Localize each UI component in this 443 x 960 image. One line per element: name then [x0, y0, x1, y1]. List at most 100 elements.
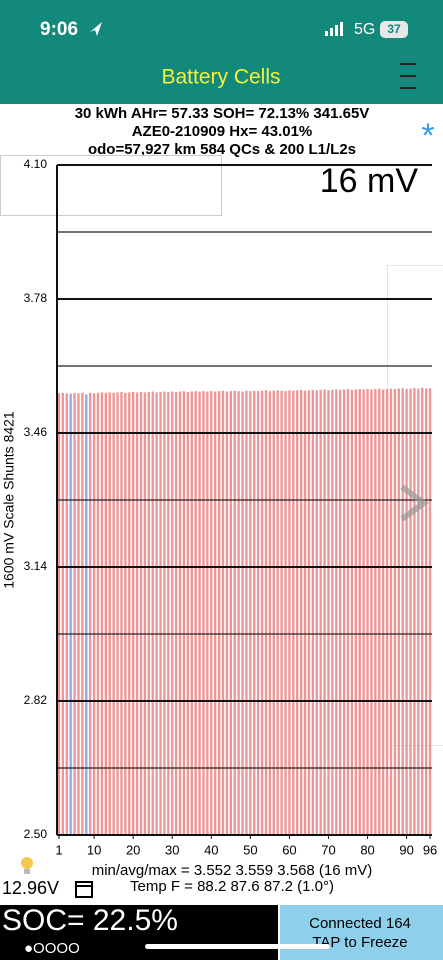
bar [315, 390, 318, 835]
x-tick-label: 96 [423, 842, 437, 857]
bar [108, 392, 111, 835]
info-line: 30 kWh AHr= 57.33 SOH= 72.13% 341.65V [75, 105, 370, 122]
bar [116, 392, 119, 835]
bar [81, 392, 84, 835]
bar [151, 391, 154, 835]
bar [182, 391, 186, 835]
bar [374, 389, 377, 835]
menu-icon[interactable] [400, 63, 416, 89]
bar [225, 391, 229, 835]
bar [307, 390, 311, 835]
y-tick-label: 2.50 [24, 827, 48, 841]
bar [378, 388, 381, 835]
bar [174, 391, 178, 835]
bar [135, 392, 139, 835]
bar [245, 390, 248, 835]
connect-button[interactable] [280, 905, 443, 960]
calendar-icon[interactable] [75, 881, 93, 898]
bar [61, 392, 65, 835]
bar [299, 389, 303, 835]
bar [89, 392, 92, 835]
bar [409, 388, 412, 835]
bar [292, 390, 295, 835]
bar [280, 390, 283, 835]
y-tick-label: 4.10 [24, 157, 48, 171]
bar [346, 389, 350, 835]
bulb-icon [21, 857, 33, 874]
y-tick-label: 3.14 [24, 559, 48, 573]
x-tick-label: 30 [165, 842, 179, 857]
location-icon [90, 22, 102, 36]
bar [143, 392, 147, 835]
bar [260, 390, 264, 835]
bar [354, 389, 357, 835]
bar [85, 394, 88, 835]
bar [268, 391, 272, 835]
annotation: Temp F = 88.2 87.6 87.2 (1.0°) [130, 878, 334, 895]
bar [229, 391, 232, 835]
home-indicator [145, 944, 330, 949]
bar [147, 391, 150, 835]
connect-action: TAP to Freeze [312, 934, 407, 951]
bar [210, 391, 213, 835]
x-tick-label: 90 [399, 842, 413, 857]
bar [221, 390, 225, 835]
y-axis-label: 1600 mV Scale Shunts 8421 [1, 411, 17, 589]
y-tick-label: 3.78 [24, 291, 48, 305]
bar [253, 390, 256, 835]
spread-label: 16 mV [320, 162, 419, 200]
x-tick-label: 80 [360, 842, 374, 857]
bar [241, 391, 244, 835]
bar [120, 391, 123, 835]
bar [186, 391, 190, 835]
bar [264, 390, 268, 835]
settings-asterisk[interactable]: * [421, 117, 434, 155]
bar [382, 389, 385, 835]
x-tick-label: 50 [243, 842, 257, 857]
bar [296, 390, 299, 835]
bar [96, 392, 100, 835]
bar [288, 390, 291, 835]
y-tick-label: 3.46 [24, 425, 48, 439]
bar [194, 391, 197, 835]
bar [163, 391, 166, 835]
bar [257, 391, 260, 835]
y-tick-label: 2.82 [24, 693, 48, 707]
bar [139, 391, 143, 835]
bar [370, 389, 373, 835]
top-bar [0, 0, 443, 104]
bar [73, 392, 76, 835]
status-network: 5G [354, 21, 375, 38]
x-tick-label: 70 [321, 842, 335, 857]
bar [190, 391, 193, 835]
x-tick-label: 60 [282, 842, 296, 857]
info-line: AZE0-210909 Hx= 43.01% [132, 123, 313, 140]
bar [358, 389, 361, 835]
bar [155, 392, 158, 835]
bar [237, 391, 240, 835]
bar [112, 392, 115, 835]
bar [284, 391, 287, 835]
bar [100, 392, 104, 835]
battery-icon [380, 21, 408, 38]
bar [397, 388, 400, 835]
bar [385, 389, 389, 835]
bar [124, 392, 127, 835]
bar [323, 389, 326, 835]
bar [65, 393, 68, 835]
signal-icon [325, 22, 343, 36]
x-tick-label: 10 [87, 842, 101, 857]
bar [311, 389, 315, 835]
bar [276, 390, 279, 835]
bar [428, 388, 432, 835]
bar [171, 391, 174, 835]
bar [362, 389, 365, 835]
bar [393, 389, 397, 835]
x-tick-label: 1 [55, 842, 62, 857]
chevron[interactable] [400, 484, 430, 522]
page-dots: ●OOOO [24, 940, 80, 957]
bar [272, 390, 275, 835]
overlay-box [0, 155, 222, 216]
bar [421, 387, 424, 835]
